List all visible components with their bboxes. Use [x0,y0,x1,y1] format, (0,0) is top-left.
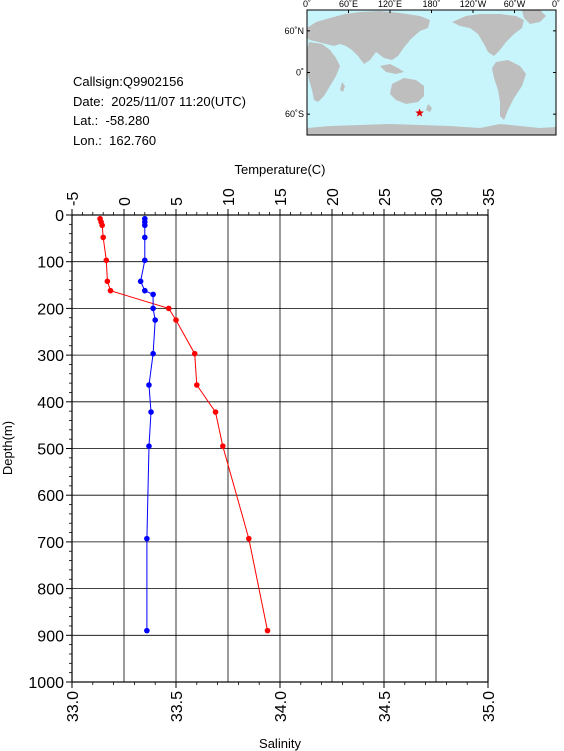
temperature-point [103,257,110,264]
date-text: Date: 2025/11/07 11:20(UTC) [73,93,246,109]
salinity-point [142,215,148,222]
chart-grid [71,214,489,683]
temperature-point [165,305,172,312]
temperature-tick-label: 5 [169,197,186,206]
salinity-tick-label: 35.0 [481,691,498,722]
map-land [307,10,556,135]
depth-tick-label: 0 [55,208,64,225]
station-marker [415,108,424,117]
depth-tick-label: 1000 [28,675,64,692]
salinity-point [150,350,156,357]
map-lon-label: 0˚ [303,0,311,9]
salinity-point [146,443,152,449]
temperature-point [194,382,200,388]
salinity-point [148,409,154,415]
salinity-point [137,278,144,285]
depth-tick-label: 400 [37,395,64,412]
temperature-point [98,219,104,225]
salinity-point [146,382,152,388]
station-star-icon [415,108,424,117]
salinity-point [144,627,150,634]
map-lat-labels: 60˚N 0˚ 60˚S [284,26,304,119]
depth-tick-label: 500 [37,442,64,459]
salinity-tick-label: 33.0 [65,691,82,722]
temperature-tick-label: -5 [65,192,82,206]
salinity-tick-labels: 33.0 33.5 34.0 34.5 35.0 [65,691,498,722]
temperature-tick-label: 25 [377,188,394,206]
depth-tick-labels: 0 100 200 300 400 500 600 700 800 900 1000 [28,208,64,692]
depth-tick-label: 300 [37,348,64,365]
depth-tick-label: 800 [37,582,64,599]
temperature-tick-label: 30 [429,188,446,206]
depth-tick-label: 200 [37,301,64,318]
depth-tick-label: 900 [37,628,64,645]
temperature-line [99,218,268,631]
location-map: 0˚ 60˚E 120˚E 180˚ 120˚W 60˚W 0˚ 60˚N 0˚ 60˚S [284,0,560,136]
temperature-point [212,409,219,415]
temperature-point [104,278,111,285]
salinity-point [142,234,148,241]
map-lon-label: 60˚E [339,0,358,9]
temperature-point [191,350,198,357]
salinity-point [150,305,156,312]
map-lon-label: 60˚W [504,0,526,9]
temperature-tick-label: 10 [221,188,238,206]
salinity-point [142,257,148,264]
salinity-line [140,218,156,631]
salinity-point [142,219,148,225]
callsign-text: Callsign:Q9902156 [73,74,184,89]
depth-tick-label: 100 [37,255,64,272]
temperature-point [220,443,226,449]
lat-text: Lat.: -58.280 [73,113,150,128]
temperature-tick-label: 0 [117,197,134,206]
depth-axis-title: Depth(m) [0,421,15,475]
salinity-point [142,222,148,229]
lon-text: Lon.: 162.760 [73,132,157,148]
map-ticks [306,10,557,115]
temperature-axis-title: Temperature(C) [234,162,325,177]
temperature-tick-label: 20 [325,188,342,206]
temperature-tick-labels: -5 0 5 10 15 20 25 30 35 [65,188,498,206]
map-lon-labels: 0˚ 60˚E 120˚E 180˚ 120˚W 60˚W 0˚ [303,0,560,9]
temperature-point [246,535,252,542]
temperature-point [97,215,103,222]
map-lat-label: 60˚N [284,26,304,36]
salinity-tick-label: 33.5 [169,691,186,722]
depth-tick-label: 700 [37,535,64,552]
map-lat-label: 60˚S [285,109,304,119]
salinity-point [150,291,156,298]
map-lon-label: 0˚ [552,0,560,9]
salinity-point [144,535,150,542]
salinity-point [152,317,158,323]
plot-frame [71,214,489,683]
temperature-point [173,317,179,323]
depth-tick-label: 600 [37,488,64,505]
salinity-point [142,287,148,294]
salinity-tick-label: 34.0 [273,691,290,722]
map-lon-label: 120˚W [460,0,487,9]
map-lon-label: 120˚E [378,0,402,9]
temperature-point [107,287,114,294]
map-lon-label: 180˚ [422,0,440,9]
temperature-point [99,222,105,229]
station-info: Callsign:Q9902156 Date: 2025/11/07 11:20… [73,72,246,150]
salinity-axis-title: Salinity [259,736,301,751]
temperature-tick-label: 15 [273,188,290,206]
chart-ticks [66,209,489,688]
temperature-point [100,234,106,241]
temperature-tick-label: 35 [481,188,498,206]
temperature-point [264,627,271,634]
salinity-tick-label: 34.5 [377,691,394,722]
profile-series [97,215,271,634]
map-lat-label: 0˚ [296,68,304,78]
